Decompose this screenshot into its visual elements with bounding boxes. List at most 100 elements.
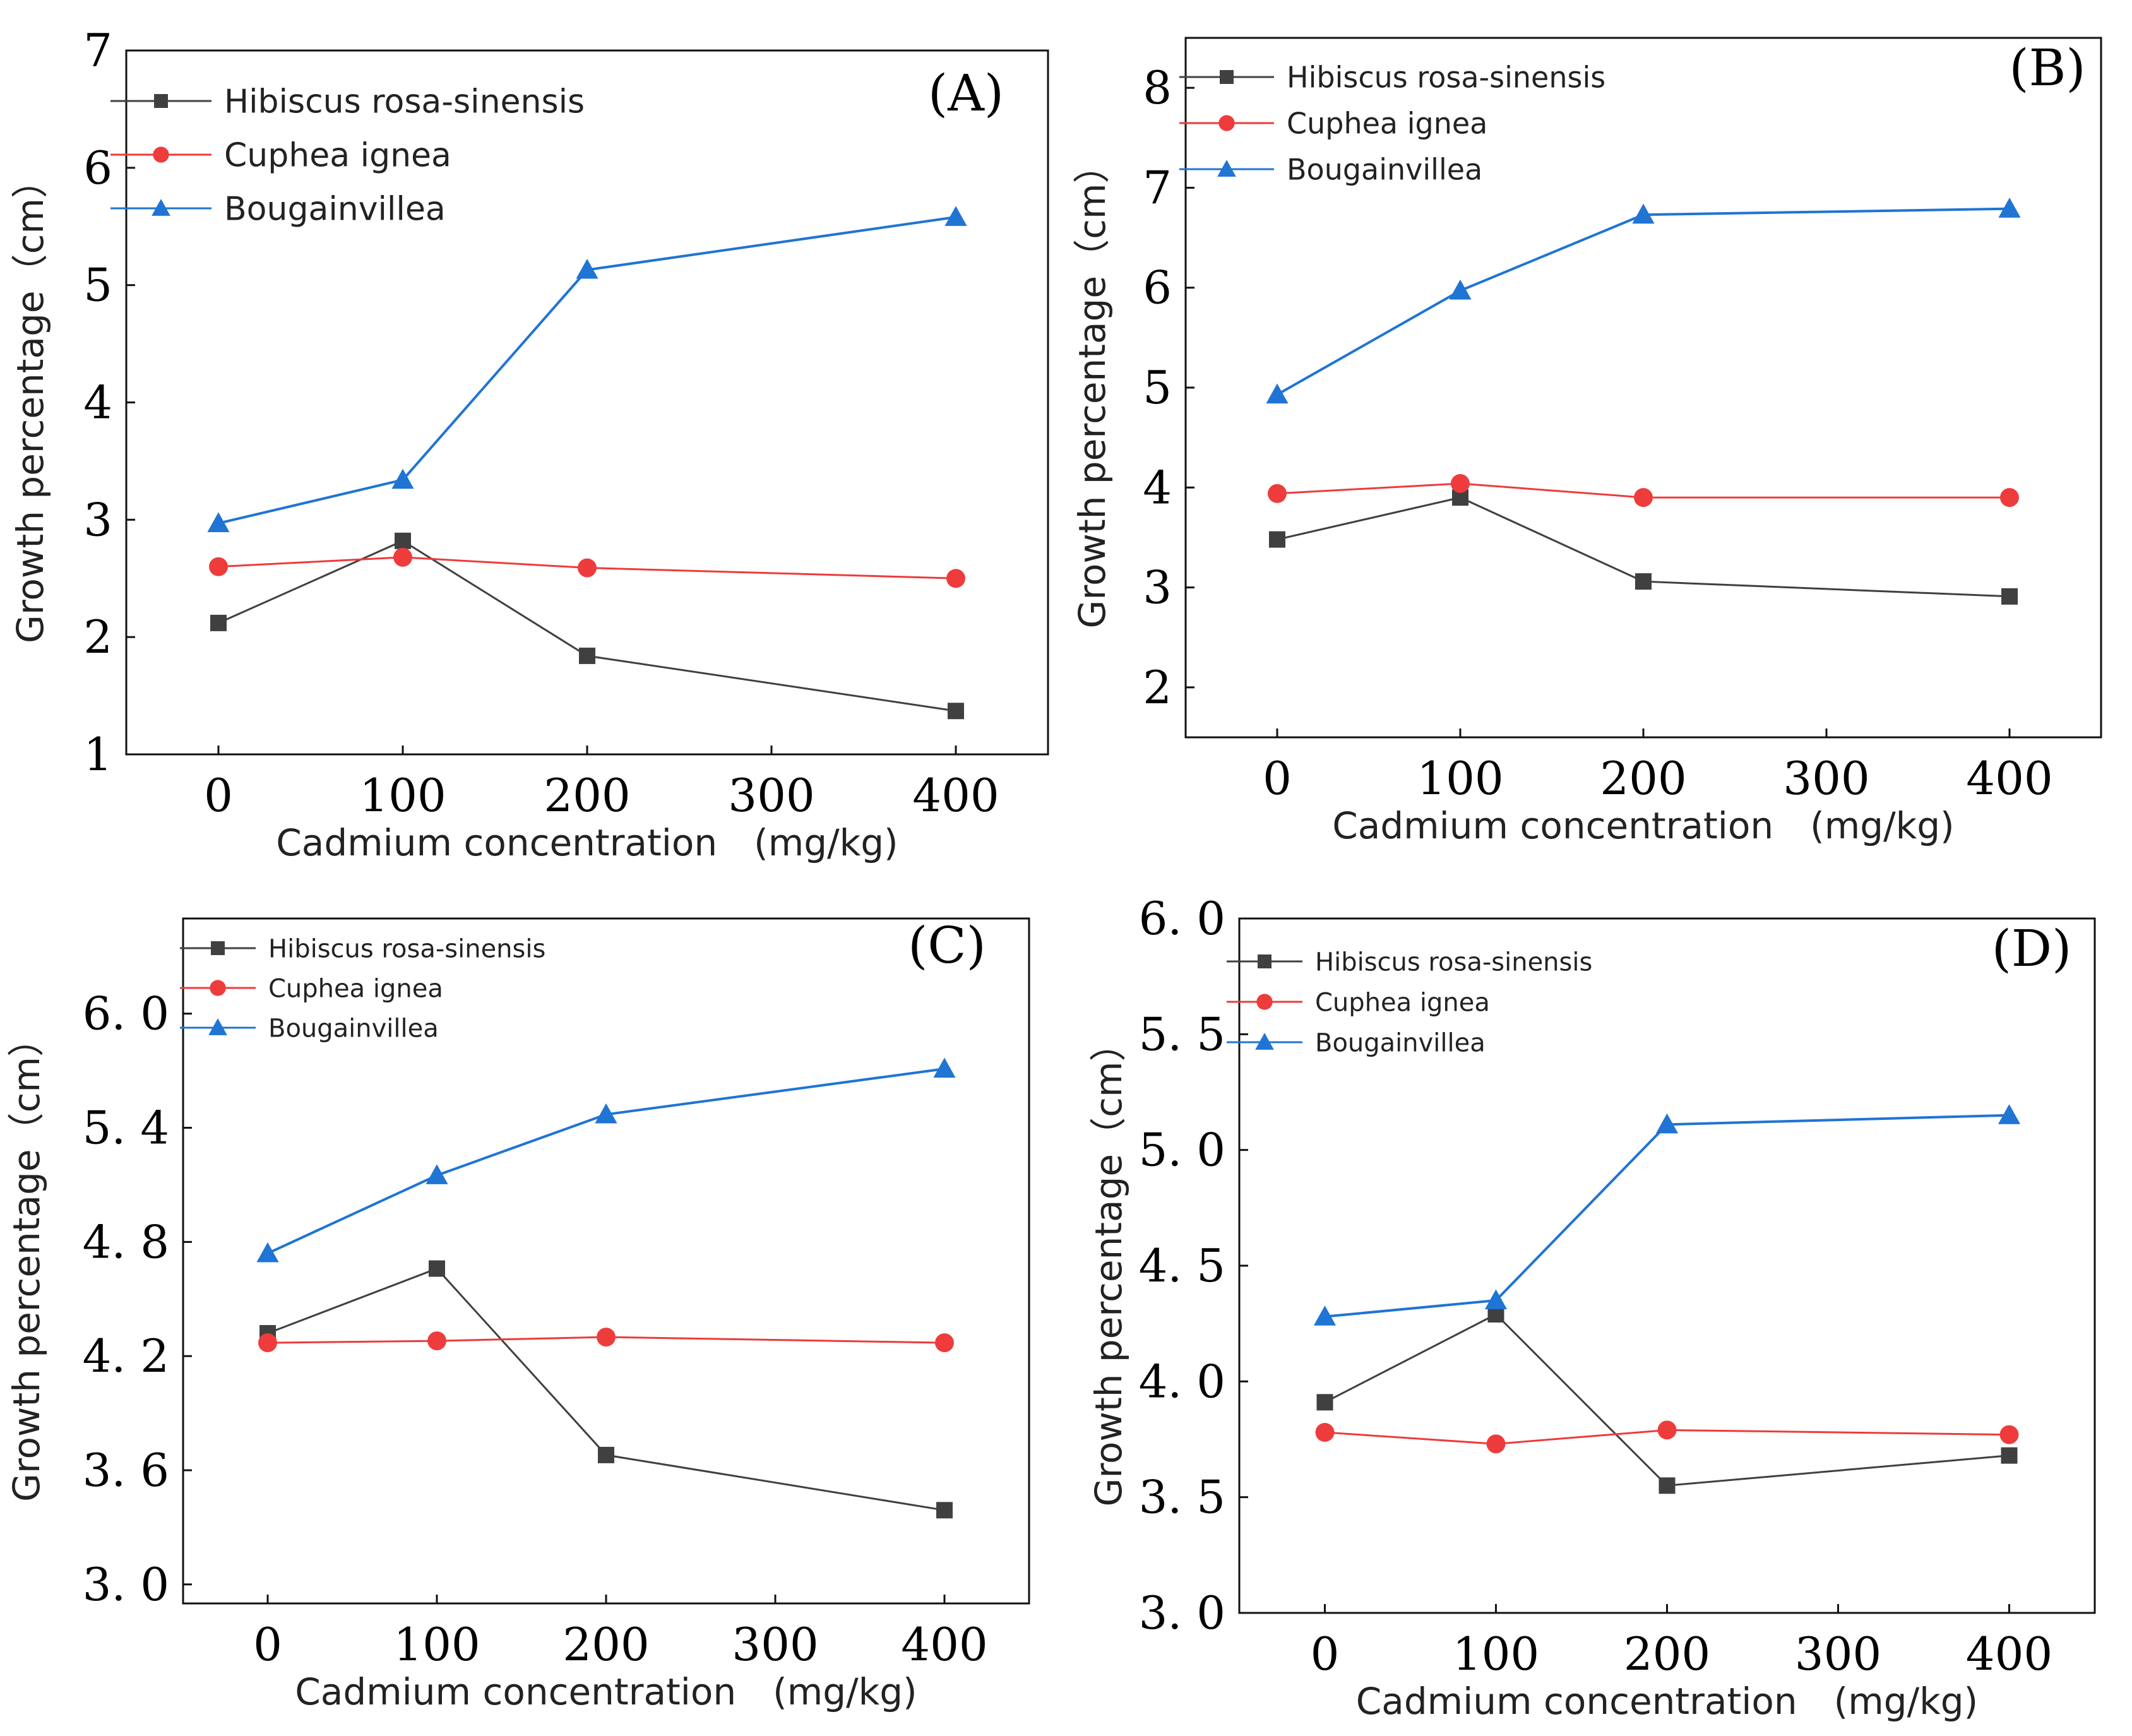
legend-label-hibiscus-a: Hibiscus rosa-sinensis xyxy=(224,83,585,121)
data-point-bougainvillea-a xyxy=(944,206,967,226)
x-tick-label-d: 0 xyxy=(1311,1627,1340,1680)
x-tick-label-d: 300 xyxy=(1795,1627,1881,1680)
series-line-hibiscus-c xyxy=(267,1267,945,1511)
legend-marker-cuphea-c xyxy=(210,980,226,996)
y-tick-label-b: 2 xyxy=(1143,661,1172,714)
plot-frame-d xyxy=(1238,917,2096,1614)
y-tick-label-a: 5 xyxy=(83,259,112,312)
y-tick-label-a: 2 xyxy=(83,610,112,663)
data-point-cuphea-b xyxy=(1634,488,1653,508)
legend-marker-hibiscus-b xyxy=(1220,70,1234,84)
y-tick-label-c: 4. 2 xyxy=(83,1329,169,1382)
y-tick-label-d: 4. 5 xyxy=(1139,1239,1225,1292)
plot-frame-b xyxy=(1184,37,2102,739)
series-line-cuphea-d xyxy=(1325,1429,2010,1445)
series-line-bougainvillea-d xyxy=(1325,1114,2010,1318)
data-point-bougainvillea-c xyxy=(933,1057,956,1078)
y-axis-title-d: Growth percentage（cm） xyxy=(1087,1025,1130,1507)
data-point-bougainvillea-c xyxy=(595,1103,617,1124)
x-tick-label-b: 400 xyxy=(1966,752,2052,805)
y-tick-label-c: 5. 4 xyxy=(83,1102,169,1155)
legend-marker-cuphea-d xyxy=(1256,994,1273,1010)
x-tick-label-a: 300 xyxy=(728,769,814,822)
legend-label-bougainvillea-b: Bougainvillea xyxy=(1287,153,1482,187)
data-point-cuphea-c xyxy=(597,1328,616,1347)
x-tick-label-a: 100 xyxy=(359,769,446,822)
y-axis-title-b: Growth percentage（cm） xyxy=(1071,147,1114,629)
x-tick-label-c: 100 xyxy=(393,1618,480,1671)
panel-label-c: (C) xyxy=(908,916,986,975)
x-tick-label-a: 200 xyxy=(544,769,630,822)
series-line-hibiscus-a xyxy=(218,540,956,712)
data-point-cuphea-b xyxy=(2000,488,2019,508)
panel-label-b: (B) xyxy=(2009,39,2085,97)
x-tick-label-a: 400 xyxy=(912,769,999,822)
data-point-bougainvillea-b xyxy=(1266,383,1289,404)
legend-label-cuphea-d: Cuphea ignea xyxy=(1315,988,1490,1017)
legend-label-hibiscus-d: Hibiscus rosa-sinensis xyxy=(1315,948,1592,977)
panel-label-a: (A) xyxy=(928,64,1004,122)
data-point-bougainvillea-d xyxy=(1313,1305,1337,1326)
data-point-hibiscus-d xyxy=(1659,1477,1676,1494)
data-point-cuphea-a xyxy=(209,557,228,576)
y-tick-label-b: 5 xyxy=(1143,361,1172,414)
x-tick-label-b: 300 xyxy=(1783,752,1869,805)
series-line-bougainvillea-b xyxy=(1277,207,2010,396)
legend-label-bougainvillea-c: Bougainvillea xyxy=(268,1014,439,1043)
series-line-cuphea-b xyxy=(1277,482,2010,499)
legend-marker-bougainvillea-d xyxy=(1255,1033,1274,1050)
x-tick-label-b: 100 xyxy=(1417,752,1503,805)
data-point-hibiscus-b xyxy=(1635,573,1652,590)
y-tick-label-c: 4. 8 xyxy=(83,1215,169,1268)
legend-label-cuphea-a: Cuphea ignea xyxy=(224,137,451,175)
y-axis-title-c: Growth percentage（cm） xyxy=(5,1020,48,1502)
data-point-hibiscus-c xyxy=(936,1502,953,1519)
legend-marker-bougainvillea-b xyxy=(1217,160,1236,177)
legend-label-cuphea-b: Cuphea ignea xyxy=(1287,107,1487,141)
data-point-bougainvillea-c xyxy=(256,1242,279,1263)
legend-label-hibiscus-b: Hibiscus rosa-sinensis xyxy=(1287,61,1605,95)
data-point-bougainvillea-a xyxy=(207,512,230,532)
x-tick-label-d: 200 xyxy=(1624,1627,1710,1680)
legend-marker-hibiscus-c xyxy=(211,941,225,955)
x-tick-label-c: 400 xyxy=(901,1618,987,1671)
y-tick-label-d: 6. 0 xyxy=(1139,892,1225,945)
data-point-bougainvillea-b xyxy=(1998,198,2021,218)
x-axis-title-b: Cadmium concentration (mg/kg) xyxy=(1332,804,1954,847)
y-tick-label-c: 6. 0 xyxy=(83,987,169,1040)
data-point-hibiscus-a xyxy=(395,532,411,549)
y-axis-title-a: Growth percentage（cm） xyxy=(9,162,52,643)
y-tick-label-a: 4 xyxy=(83,376,112,429)
y-tick-label-c: 3. 0 xyxy=(83,1558,169,1611)
x-tick-label-a: 0 xyxy=(204,769,233,822)
x-axis-title-c: Cadmium concentration (mg/kg) xyxy=(295,1670,917,1713)
y-tick-label-b: 4 xyxy=(1143,461,1172,514)
legend-label-hibiscus-c: Hibiscus rosa-sinensis xyxy=(268,934,545,963)
data-point-cuphea-a xyxy=(578,558,597,578)
data-point-cuphea-a xyxy=(393,547,412,567)
series-line-bougainvillea-c xyxy=(267,1067,945,1255)
legend-marker-bougainvillea-a xyxy=(152,199,170,216)
x-tick-label-b: 0 xyxy=(1263,752,1292,805)
data-point-cuphea-d xyxy=(1999,1425,2019,1444)
data-point-cuphea-d xyxy=(1657,1420,1677,1440)
x-tick-label-c: 300 xyxy=(732,1618,818,1671)
chart-panel-b: 0 100 200 300 400 2 3 4 5 6 7 8 Cadmium concentratio… xyxy=(1071,37,2102,847)
x-axis-title-d: Cadmium concentration (mg/kg) xyxy=(1356,1680,1978,1723)
data-point-cuphea-c xyxy=(427,1331,446,1351)
data-point-cuphea-b xyxy=(1268,484,1287,503)
data-point-hibiscus-c xyxy=(598,1446,614,1463)
data-point-hibiscus-a xyxy=(210,614,227,631)
y-tick-label-d: 3. 5 xyxy=(1139,1471,1225,1524)
legend-label-cuphea-c: Cuphea ignea xyxy=(268,974,443,1003)
legend-marker-hibiscus-d xyxy=(1258,954,1271,968)
data-point-cuphea-d xyxy=(1315,1423,1335,1442)
data-point-bougainvillea-b xyxy=(1632,203,1655,224)
y-tick-label-b: 7 xyxy=(1143,161,1172,214)
y-tick-label-b: 3 xyxy=(1143,561,1172,614)
data-point-cuphea-d xyxy=(1486,1434,1506,1454)
legend-label-bougainvillea-d: Bougainvillea xyxy=(1315,1028,1486,1057)
x-tick-label-c: 200 xyxy=(563,1618,649,1671)
x-tick-label-b: 200 xyxy=(1600,752,1686,805)
y-tick-label-d: 5. 5 xyxy=(1139,1008,1225,1061)
